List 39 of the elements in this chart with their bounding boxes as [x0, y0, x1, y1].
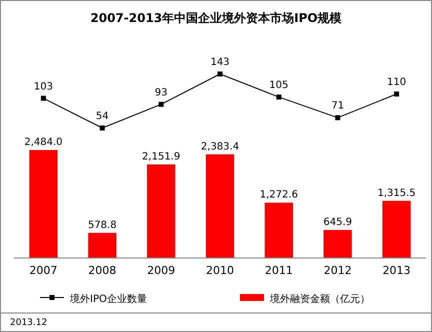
- point: [100, 126, 105, 130]
- legend-label: 境外IPO企业数量: [69, 293, 147, 305]
- x-tick-label: 2010: [206, 264, 234, 277]
- bar: [29, 150, 58, 258]
- point: [40, 96, 46, 101]
- data-label: 54: [96, 111, 109, 122]
- chart-title: 2007-2013年中国企业境外资本市场IPO规模: [90, 11, 342, 25]
- data-label: 71: [331, 100, 344, 112]
- point: [394, 92, 400, 97]
- data-label: 645.9: [323, 216, 352, 228]
- x-tick-label: 2011: [264, 264, 293, 277]
- point: [158, 102, 164, 107]
- data-label: 110: [387, 77, 406, 88]
- bar: [206, 154, 234, 258]
- x-tick-label: 2009: [147, 264, 176, 277]
- point: [276, 94, 282, 100]
- data-label: 105: [269, 80, 288, 92]
- x-tick-label: 2013: [382, 264, 411, 277]
- data-label: 2,484.0: [24, 137, 63, 148]
- x-tick-label: 2007: [29, 264, 58, 277]
- point: [218, 72, 222, 76]
- data-label: 1,315.5: [377, 188, 416, 199]
- data-label: 578.8: [88, 220, 117, 231]
- data-label: 143: [210, 57, 230, 68]
- x-tick-label: 2012: [324, 264, 352, 277]
- bar: [264, 202, 293, 258]
- bar: [88, 232, 116, 258]
- bar: [324, 230, 352, 258]
- x-tick-label: 2008: [88, 264, 116, 277]
- bar: [147, 164, 176, 258]
- data-label: 103: [34, 81, 53, 92]
- data-label: 93: [154, 87, 168, 98]
- data-label: 2,383.4: [200, 141, 240, 152]
- legend-label: 境外融资金额（亿元）: [269, 293, 370, 305]
- data-label: 2,151.9: [142, 151, 180, 162]
- data-label: 1,272.6: [260, 190, 298, 201]
- text: 2013.12: [10, 318, 48, 328]
- point: [335, 115, 340, 120]
- bar: [382, 200, 411, 258]
